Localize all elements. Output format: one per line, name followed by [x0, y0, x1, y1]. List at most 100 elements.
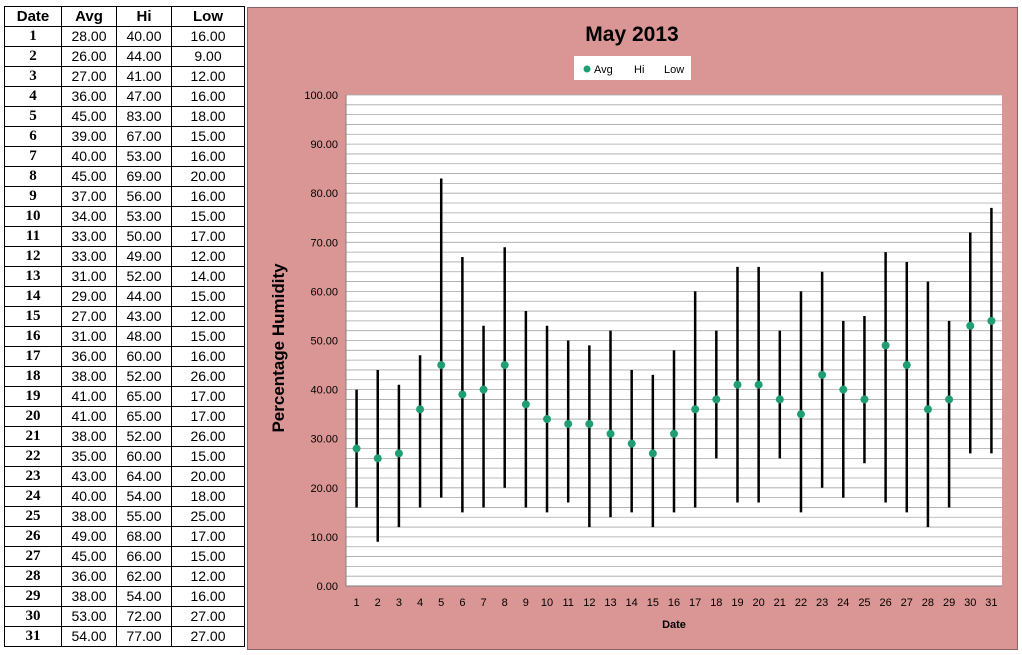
cell-hi: 69.00 — [116, 166, 172, 187]
cell-hi: 68.00 — [116, 526, 172, 547]
cell-avg: 41.00 — [61, 406, 117, 427]
cell-low: 20.00 — [171, 166, 245, 187]
avg-point — [521, 400, 530, 409]
cell-date: 29 — [4, 586, 62, 607]
y-tick-label: 80.00 — [310, 188, 338, 200]
cell-hi: 56.00 — [116, 186, 172, 207]
humidity-chart: May 2013 Avg Hi Low 0.00 10.00 20.00 30.00 4… — [269, 23, 1002, 631]
table-row: 8 45.00 69.00 20.00 — [4, 166, 245, 187]
x-tick-label: 15 — [647, 597, 659, 609]
y-tick-label: 10.00 — [310, 532, 338, 544]
cell-avg: 39.00 — [61, 126, 117, 147]
table-row: 22 35.00 60.00 15.00 — [4, 446, 245, 467]
cell-hi: 52.00 — [116, 266, 172, 287]
cell-low: 16.00 — [171, 346, 245, 367]
avg-point — [987, 316, 996, 325]
cell-low: 12.00 — [171, 566, 245, 587]
cell-avg: 27.00 — [61, 66, 117, 87]
cell-avg: 45.00 — [61, 166, 117, 187]
table-header-row: Date Avg Hi Low — [4, 6, 245, 27]
cell-avg: 35.00 — [61, 446, 117, 467]
table-row: 12 33.00 49.00 12.00 — [4, 246, 245, 267]
cell-avg: 31.00 — [61, 326, 117, 347]
cell-date: 14 — [4, 286, 62, 307]
cell-hi: 64.00 — [116, 466, 172, 487]
plot-area: 0.00 10.00 20.00 30.00 40.00 50.00 60.00 70.00 8… — [304, 90, 1002, 609]
cell-low: 27.00 — [171, 606, 245, 627]
legend-low-label: Low — [664, 64, 684, 76]
x-tick-label: 25 — [858, 597, 870, 609]
cell-low: 16.00 — [171, 26, 245, 47]
cell-hi: 50.00 — [116, 226, 172, 247]
legend-hi-label: Hi — [634, 64, 644, 76]
y-axis-label: Percentage Humidity — [269, 263, 288, 433]
cell-hi: 53.00 — [116, 206, 172, 227]
table-row: 20 41.00 65.00 17.00 — [4, 406, 245, 427]
x-tick-label: 2 — [375, 597, 381, 609]
cell-date: 21 — [4, 426, 62, 447]
cell-avg: 36.00 — [61, 346, 117, 367]
cell-date: 6 — [4, 126, 62, 147]
cell-hi: 55.00 — [116, 506, 172, 527]
cell-avg: 53.00 — [61, 606, 117, 627]
avg-point — [923, 405, 932, 414]
cell-low: 9.00 — [171, 46, 245, 67]
x-tick-label: 16 — [668, 597, 680, 609]
table-row: 24 40.00 54.00 18.00 — [4, 486, 245, 507]
y-tick-label: 40.00 — [310, 385, 338, 397]
cell-hi: 54.00 — [116, 486, 172, 507]
column-header-hi: Hi — [116, 6, 172, 27]
chart-legend: Avg Hi Low — [574, 56, 691, 80]
cell-date: 18 — [4, 366, 62, 387]
cell-low: 16.00 — [171, 586, 245, 607]
x-axis-label: Date — [662, 619, 686, 631]
column-header-low: Low — [171, 6, 245, 27]
cell-avg: 36.00 — [61, 566, 117, 587]
cell-hi: 66.00 — [116, 546, 172, 567]
table-row: 23 43.00 64.00 20.00 — [4, 466, 245, 487]
cell-hi: 49.00 — [116, 246, 172, 267]
cell-low: 16.00 — [171, 86, 245, 107]
cell-low: 15.00 — [171, 286, 245, 307]
cell-avg: 49.00 — [61, 526, 117, 547]
cell-avg: 38.00 — [61, 426, 117, 447]
avg-point — [902, 361, 911, 370]
avg-point — [585, 419, 594, 428]
cell-hi: 62.00 — [116, 566, 172, 587]
cell-low: 26.00 — [171, 366, 245, 387]
x-tick-label: 6 — [459, 597, 465, 609]
x-tick-label: 31 — [985, 597, 997, 609]
cell-low: 17.00 — [171, 386, 245, 407]
cell-hi: 47.00 — [116, 86, 172, 107]
cell-low: 15.00 — [171, 326, 245, 347]
cell-low: 15.00 — [171, 446, 245, 467]
cell-date: 1 — [4, 26, 62, 47]
table-row: 28 36.00 62.00 12.00 — [4, 566, 245, 587]
table-row: 7 40.00 53.00 16.00 — [4, 146, 245, 167]
x-tick-label: 19 — [731, 597, 743, 609]
cell-avg: 41.00 — [61, 386, 117, 407]
x-tick-label: 5 — [438, 597, 444, 609]
cell-date: 30 — [4, 606, 62, 627]
y-tick-label: 50.00 — [310, 336, 338, 348]
table-row: 16 31.00 48.00 15.00 — [4, 326, 245, 347]
cell-date: 13 — [4, 266, 62, 287]
cell-hi: 60.00 — [116, 446, 172, 467]
table-row: 27 45.00 66.00 15.00 — [4, 546, 245, 567]
x-tick-label: 28 — [922, 597, 934, 609]
cell-date: 15 — [4, 306, 62, 327]
table-row: 3 27.00 41.00 12.00 — [4, 66, 245, 87]
table-row: 19 41.00 65.00 17.00 — [4, 386, 245, 407]
x-tick-label: 29 — [943, 597, 955, 609]
table-row: 5 45.00 83.00 18.00 — [4, 106, 245, 127]
cell-hi: 77.00 — [116, 626, 172, 647]
cell-date: 24 — [4, 486, 62, 507]
column-header-avg: Avg — [61, 6, 117, 27]
cell-low: 15.00 — [171, 126, 245, 147]
cell-hi: 53.00 — [116, 146, 172, 167]
avg-point — [416, 405, 425, 414]
x-tick-label: 24 — [837, 597, 849, 609]
x-tick-label: 30 — [964, 597, 976, 609]
avg-point — [606, 429, 615, 438]
cell-hi: 65.00 — [116, 406, 172, 427]
